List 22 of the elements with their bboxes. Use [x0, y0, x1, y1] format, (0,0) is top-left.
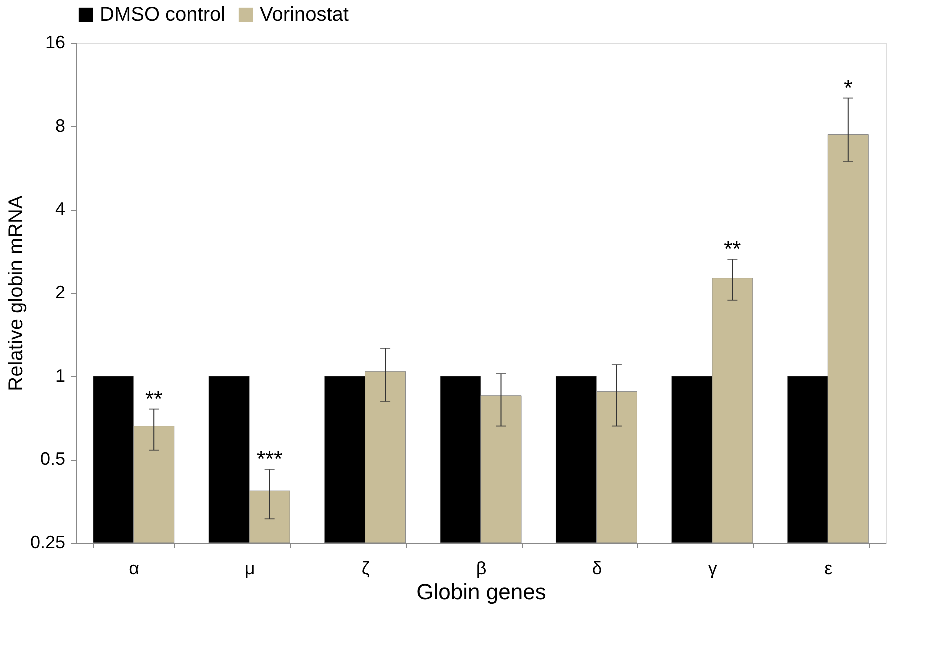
annotation: *** [256, 446, 284, 472]
x-tick-label: μ [244, 558, 256, 578]
annotation: ** [724, 236, 742, 262]
x-axis-title: Globin genes [416, 580, 546, 604]
annotation: ** [146, 386, 164, 412]
y-tick-label: 8 [55, 116, 66, 136]
annotation: * [844, 75, 854, 100]
x-tick-label: ε [824, 558, 833, 578]
y-tick-label: 16 [45, 32, 66, 52]
y-tick-label: 0.5 [40, 449, 66, 470]
y-tick-label: 1 [55, 366, 66, 386]
x-tick-label: β [476, 558, 487, 578]
x-tick-label: δ [592, 558, 602, 578]
y-tick-label: 0.25 [30, 532, 66, 552]
x-tick-label: γ [708, 558, 718, 578]
y-tick-label: 4 [55, 199, 66, 220]
y-tick-label: 2 [55, 282, 66, 302]
legend-label: DMSO control [100, 4, 226, 26]
x-tick-label: α [129, 558, 140, 578]
y-axis-title: Relative globin mRNA [5, 195, 28, 392]
legend-label: Vorinostat [260, 4, 350, 26]
x-tick-label: ζ [362, 558, 370, 578]
